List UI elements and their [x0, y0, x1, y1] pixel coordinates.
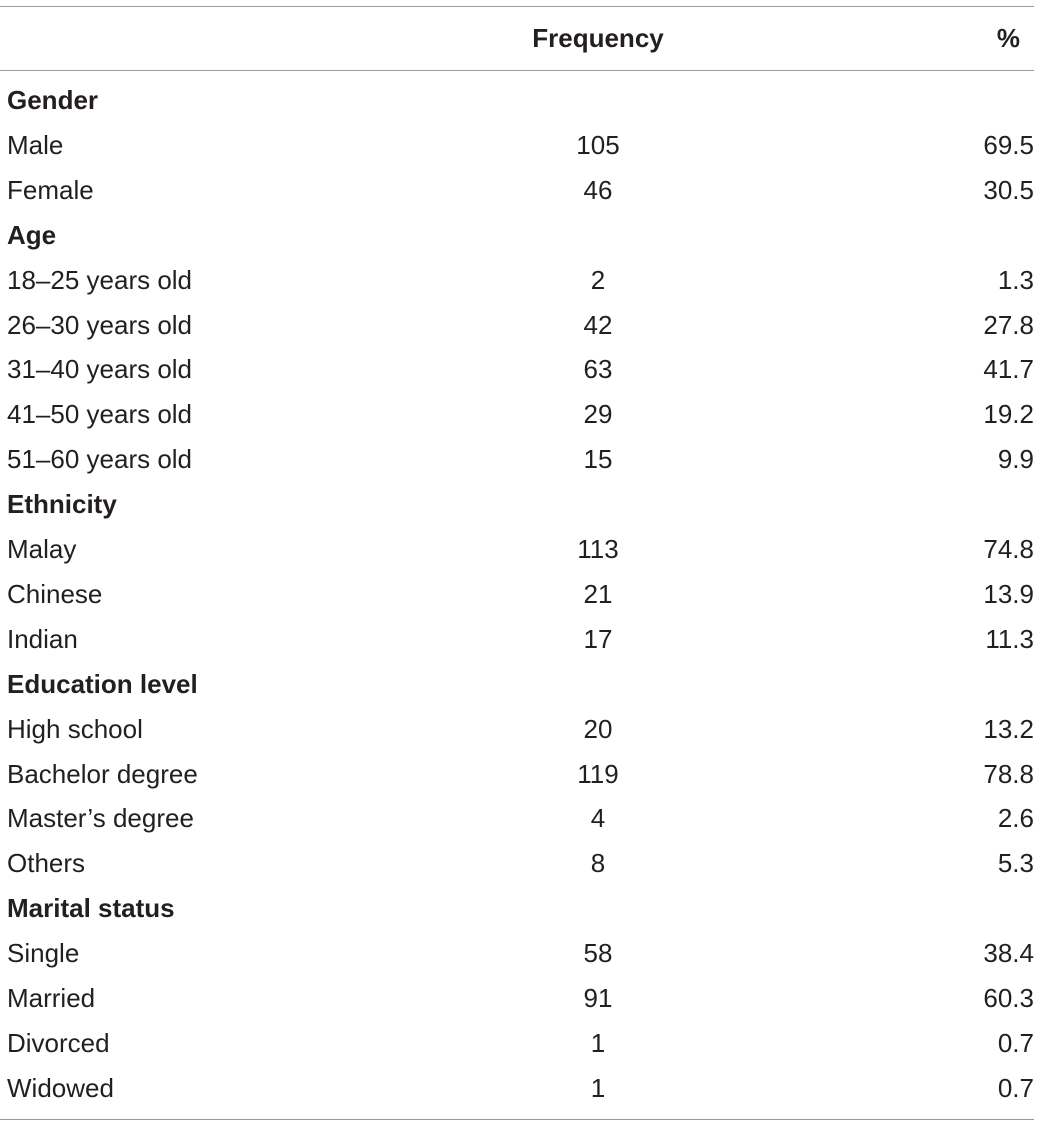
row-label: Malay — [7, 534, 77, 564]
frequency-cell: 15 — [583, 444, 613, 475]
percent-cell: 2.6 — [997, 803, 1034, 834]
frequency-cell: 21 — [583, 578, 613, 609]
table-header-row: Frequency % — [0, 14, 1040, 62]
row-label: 51–60 years old — [7, 444, 193, 475]
section-heading-row: Age — [0, 213, 1040, 258]
percent-cell: 13.9 — [983, 578, 1034, 609]
frequency-cell: 63 — [583, 354, 613, 385]
row-label: Married — [7, 983, 96, 1013]
frequency-cell: 42 — [583, 309, 613, 340]
section-heading-row: Marital status — [0, 886, 1040, 931]
percent-cell: 74.8 — [983, 534, 1034, 564]
frequency-cell: 29 — [583, 399, 613, 430]
table-row: Malay 113 74.8 — [0, 527, 1040, 572]
section-heading-row: Ethnicity — [0, 482, 1040, 527]
table-row: Male 105 69.5 — [0, 123, 1040, 168]
percent-cell: 5.3 — [997, 848, 1034, 879]
row-label: 26–30 years old — [7, 309, 193, 340]
percent-cell: 69.5 — [983, 129, 1034, 160]
section-heading: Ethnicity — [7, 489, 117, 520]
percent-cell: 60.3 — [983, 983, 1034, 1013]
section-heading: Gender — [7, 85, 99, 115]
table-row: High school 20 13.2 — [0, 707, 1040, 752]
table-bottom-rule — [0, 1119, 1034, 1120]
table-row: Chinese 21 13.9 — [0, 572, 1040, 617]
frequency-cell: 58 — [583, 938, 613, 969]
table-row: Divorced 1 0.7 — [0, 1021, 1040, 1066]
frequency-cell: 1 — [590, 1027, 606, 1058]
row-label: Widowed — [7, 1072, 114, 1103]
percent-cell: 9.9 — [997, 444, 1034, 475]
percent-cell: 13.2 — [983, 713, 1034, 744]
percent-cell: 78.8 — [983, 758, 1034, 789]
frequency-cell: 20 — [583, 713, 613, 744]
table-row: 41–50 years old 29 19.2 — [0, 392, 1040, 437]
table-top-rule — [0, 6, 1034, 7]
percent-cell: 41.7 — [983, 354, 1034, 385]
frequency-cell: 17 — [583, 623, 613, 654]
percent-cell: 38.4 — [983, 938, 1034, 969]
row-label: Others — [7, 848, 86, 879]
frequency-cell: 2 — [590, 264, 606, 295]
percent-cell: 19.2 — [983, 399, 1034, 430]
table-row: 26–30 years old 42 27.8 — [0, 303, 1040, 348]
row-label: Chinese — [7, 578, 103, 609]
table-row: 18–25 years old 2 1.3 — [0, 258, 1040, 303]
frequency-cell: 46 — [583, 174, 613, 205]
table-row: Indian 17 11.3 — [0, 617, 1040, 662]
percent-cell: 30.5 — [983, 174, 1034, 205]
percent-cell: 0.7 — [997, 1027, 1034, 1058]
row-label: Male — [7, 129, 64, 160]
row-label: 31–40 years old — [7, 354, 193, 385]
table-row: Bachelor degree 119 78.8 — [0, 752, 1040, 797]
row-label: 18–25 years old — [7, 264, 193, 295]
table-row: Widowed 1 0.7 — [0, 1066, 1040, 1111]
table-row: Single 58 38.4 — [0, 931, 1040, 976]
table-row: Master’s degree 4 2.6 — [0, 796, 1040, 841]
frequency-cell: 4 — [590, 803, 606, 834]
header-frequency: Frequency — [532, 23, 664, 53]
section-heading: Education level — [7, 668, 198, 699]
percent-cell: 1.3 — [997, 264, 1034, 295]
frequency-cell: 1 — [590, 1072, 606, 1103]
header-percent: % — [996, 23, 1020, 53]
table-header-rule — [0, 70, 1034, 71]
row-label: Master’s degree — [7, 803, 194, 834]
row-label: Single — [7, 938, 80, 969]
row-label: Indian — [7, 623, 78, 654]
table-row: Others 8 5.3 — [0, 841, 1040, 886]
frequency-cell: 119 — [577, 758, 619, 789]
frequency-cell: 8 — [590, 848, 606, 879]
percent-cell: 11.3 — [985, 623, 1034, 654]
row-label: Divorced — [7, 1027, 110, 1058]
table-row: 31–40 years old 63 41.7 — [0, 347, 1040, 392]
row-label: High school — [7, 713, 143, 744]
section-heading: Age — [7, 219, 57, 250]
frequency-cell: 91 — [583, 983, 613, 1013]
table-row: 51–60 years old 15 9.9 — [0, 437, 1040, 482]
percent-cell: 27.8 — [983, 309, 1034, 340]
table-row: Female 46 30.5 — [0, 168, 1040, 213]
section-heading-row: Gender — [0, 78, 1040, 123]
frequency-cell: 105 — [576, 129, 620, 160]
row-label: Bachelor degree — [7, 758, 198, 789]
row-label: Female — [7, 174, 94, 205]
percent-cell: 0.7 — [997, 1072, 1034, 1103]
frequency-cell: 113 — [577, 534, 619, 564]
section-heading-row: Education level — [0, 662, 1040, 707]
table-row: Married 91 60.3 — [0, 976, 1040, 1021]
section-heading: Marital status — [7, 893, 175, 924]
row-label: 41–50 years old — [7, 399, 193, 430]
